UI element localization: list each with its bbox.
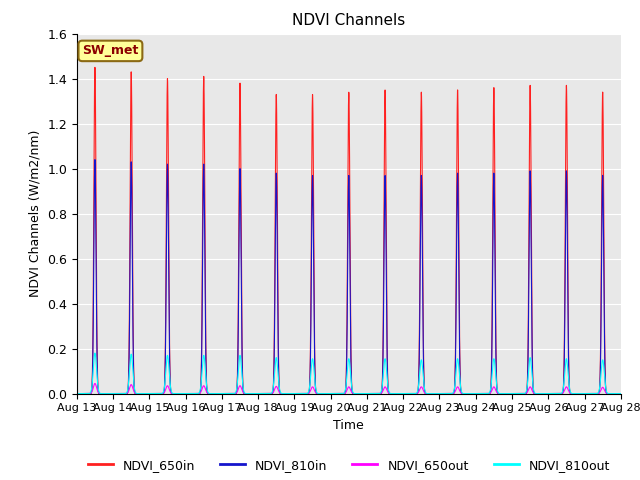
NDVI_650out bbox=[184, 391, 191, 396]
NDVI_810in bbox=[184, 391, 191, 396]
NDVI_650in bbox=[501, 391, 509, 396]
NDVI_650out bbox=[615, 391, 623, 396]
NDVI_810out bbox=[184, 391, 191, 396]
Title: NDVI Channels: NDVI Channels bbox=[292, 13, 405, 28]
NDVI_650in bbox=[73, 391, 81, 396]
Line: NDVI_810in: NDVI_810in bbox=[77, 160, 621, 394]
NDVI_810out bbox=[617, 391, 625, 396]
NDVI_810out bbox=[424, 391, 431, 396]
NDVI_810in bbox=[615, 391, 623, 396]
NDVI_650out bbox=[501, 391, 509, 396]
NDVI_650in bbox=[184, 391, 191, 396]
NDVI_810in bbox=[501, 391, 509, 396]
NDVI_650out bbox=[424, 391, 431, 396]
NDVI_810in bbox=[91, 157, 99, 163]
NDVI_810in bbox=[424, 391, 431, 396]
NDVI_810in bbox=[189, 391, 197, 396]
NDVI_810out bbox=[189, 391, 197, 396]
NDVI_810out bbox=[501, 391, 509, 396]
NDVI_650in bbox=[276, 391, 284, 396]
NDVI_810in bbox=[73, 391, 81, 396]
Text: SW_met: SW_met bbox=[82, 44, 139, 58]
NDVI_810out bbox=[615, 391, 623, 396]
NDVI_810in bbox=[617, 391, 625, 396]
NDVI_650in bbox=[91, 64, 99, 70]
NDVI_650in bbox=[424, 391, 431, 396]
NDVI_650out bbox=[73, 391, 81, 396]
X-axis label: Time: Time bbox=[333, 419, 364, 432]
NDVI_650out bbox=[617, 391, 625, 396]
Line: NDVI_650out: NDVI_650out bbox=[77, 384, 621, 394]
Y-axis label: NDVI Channels (W/m2/nm): NDVI Channels (W/m2/nm) bbox=[29, 130, 42, 297]
NDVI_650out bbox=[91, 381, 99, 386]
Legend: NDVI_650in, NDVI_810in, NDVI_650out, NDVI_810out: NDVI_650in, NDVI_810in, NDVI_650out, NDV… bbox=[83, 454, 615, 477]
Line: NDVI_810out: NDVI_810out bbox=[77, 353, 621, 394]
NDVI_650out bbox=[189, 391, 197, 396]
NDVI_810in bbox=[276, 391, 284, 396]
NDVI_810out bbox=[73, 391, 81, 396]
NDVI_650in bbox=[617, 391, 625, 396]
Line: NDVI_650in: NDVI_650in bbox=[77, 67, 621, 394]
NDVI_650in bbox=[189, 391, 197, 396]
NDVI_650in bbox=[615, 391, 623, 396]
NDVI_810out bbox=[276, 389, 284, 395]
NDVI_650out bbox=[276, 390, 284, 396]
NDVI_810out bbox=[91, 350, 99, 356]
